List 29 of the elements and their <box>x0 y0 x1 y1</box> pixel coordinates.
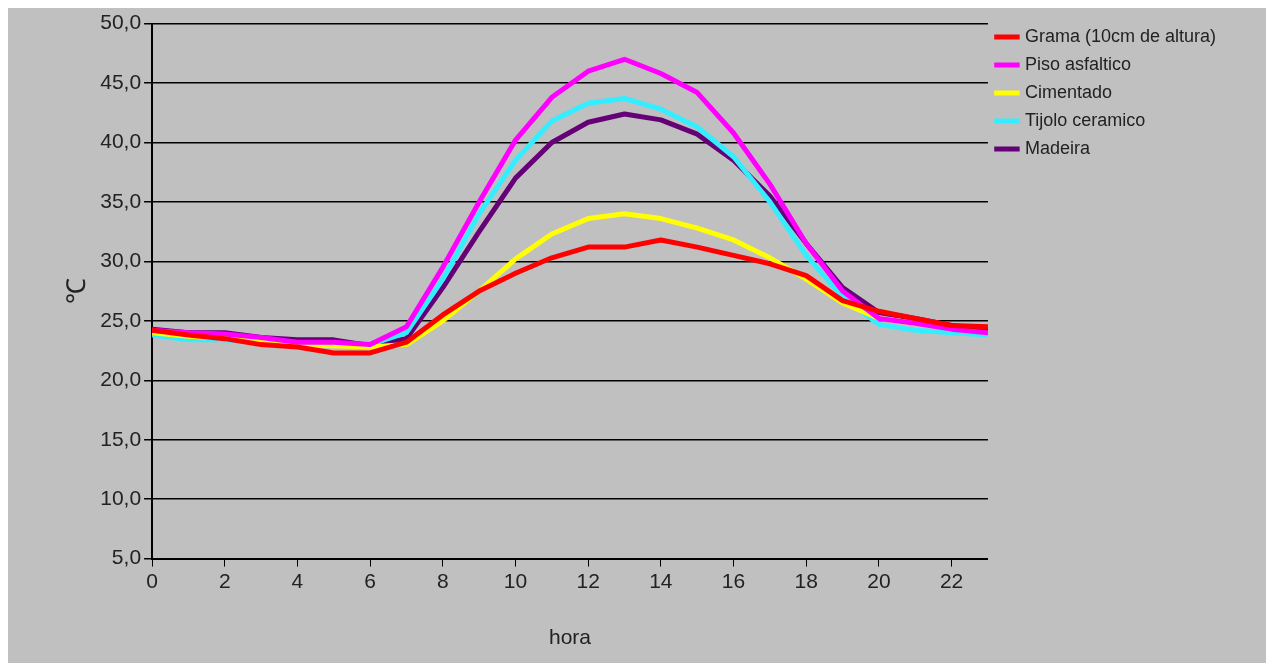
legend-label: Grama (10cm de altura) <box>1024 25 1217 46</box>
y-tick-label: 50,0 <box>100 10 142 34</box>
x-tick-label: 4 <box>291 569 304 592</box>
legend-label: Piso asfaltico <box>1024 53 1131 74</box>
x-tick-label: 8 <box>436 569 449 592</box>
y-tick-label: 5,0 <box>111 545 142 569</box>
x-axis-title: hora <box>548 625 592 649</box>
y-tick-label: 45,0 <box>100 69 142 93</box>
x-tick-label: 16 <box>721 569 746 592</box>
y-tick-label: 35,0 <box>100 188 142 212</box>
y-tick-label: 25,0 <box>100 307 142 331</box>
y-axis-title: ℃ <box>60 278 91 305</box>
x-tick-label: 12 <box>576 569 600 592</box>
x-tick-label: 18 <box>794 569 818 592</box>
y-tick-label: 40,0 <box>100 129 142 153</box>
x-tick-label: 14 <box>649 569 673 592</box>
legend-label: Cimentado <box>1024 81 1112 102</box>
x-tick-label: 0 <box>146 569 158 592</box>
x-tick-label: 20 <box>867 569 891 592</box>
x-tick-label: 6 <box>364 569 376 592</box>
legend-label: Madeira <box>1024 137 1091 158</box>
y-tick-label: 15,0 <box>100 426 142 450</box>
y-tick-label: 30,0 <box>100 248 142 272</box>
x-tick-label: 2 <box>218 569 231 592</box>
legend-label: Tijolo ceramico <box>1024 109 1146 130</box>
x-tick-label: 10 <box>503 569 528 592</box>
x-tick-label: 22 <box>939 569 964 592</box>
y-tick-label: 20,0 <box>100 367 142 391</box>
y-tick-label: 10,0 <box>100 485 142 509</box>
